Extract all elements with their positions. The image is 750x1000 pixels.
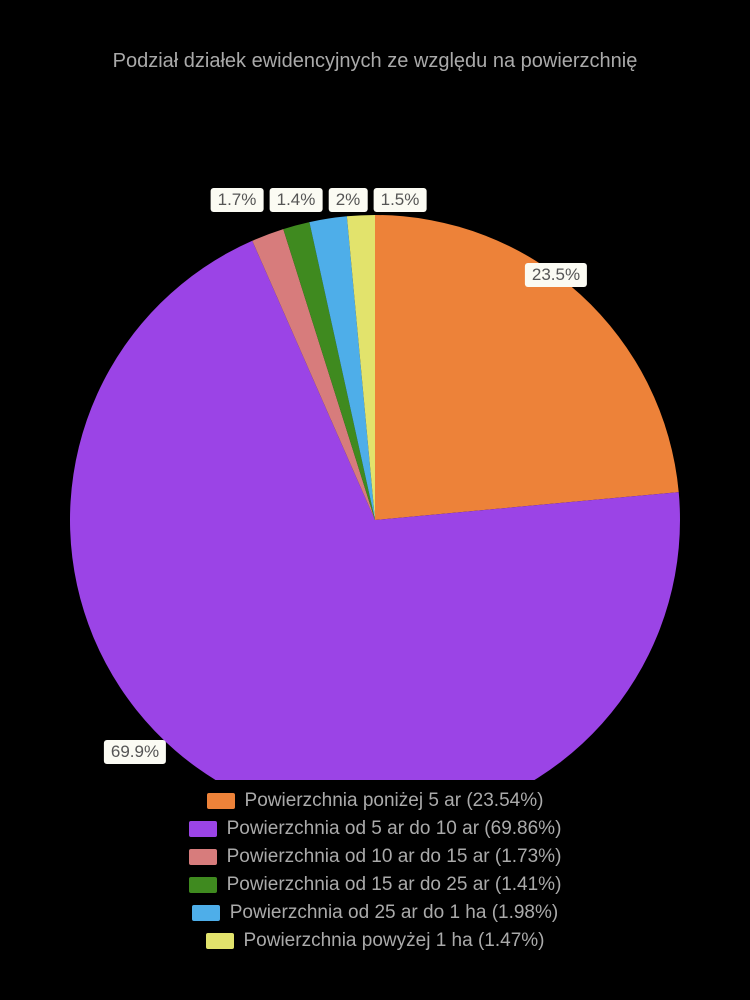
legend-item: Powierzchnia poniżej 5 ar (23.54%) <box>207 790 544 812</box>
legend-item: Powierzchnia od 10 ar do 15 ar (1.73%) <box>189 846 562 868</box>
slice-percent-label: 1.5% <box>374 188 427 212</box>
legend-swatch <box>192 905 220 921</box>
legend: Powierzchnia poniżej 5 ar (23.54%) Powier… <box>0 790 750 952</box>
legend-item: Powierzchnia od 5 ar do 10 ar (69.86%) <box>189 818 562 840</box>
legend-label: Powierzchnia powyżej 1 ha (1.47%) <box>244 930 545 952</box>
pie-slice <box>375 215 679 520</box>
legend-item: Powierzchnia od 15 ar do 25 ar (1.41%) <box>189 874 562 896</box>
slice-percent-label: 2% <box>329 188 368 212</box>
slice-percent-label: 1.4% <box>270 188 323 212</box>
legend-label: Powierzchnia od 5 ar do 10 ar (69.86%) <box>227 818 562 840</box>
slice-percent-label: 23.5% <box>525 263 587 287</box>
legend-item: Powierzchnia powyżej 1 ha (1.47%) <box>206 930 545 952</box>
legend-label: Powierzchnia od 25 ar do 1 ha (1.98%) <box>230 902 558 924</box>
slice-percent-label: 69.9% <box>104 740 166 764</box>
legend-swatch <box>189 821 217 837</box>
legend-label: Powierzchnia poniżej 5 ar (23.54%) <box>245 790 544 812</box>
legend-item: Powierzchnia od 25 ar do 1 ha (1.98%) <box>192 902 558 924</box>
legend-label: Powierzchnia od 10 ar do 15 ar (1.73%) <box>227 846 562 868</box>
legend-swatch <box>189 849 217 865</box>
chart-title: Podział działek ewidencyjnych ze względu… <box>0 50 750 73</box>
legend-swatch <box>207 793 235 809</box>
legend-swatch <box>189 877 217 893</box>
slice-percent-label: 1.7% <box>211 188 264 212</box>
legend-swatch <box>206 933 234 949</box>
legend-label: Powierzchnia od 15 ar do 25 ar (1.41%) <box>227 874 562 896</box>
pie-chart: 23.5% 69.9% 1.7%1.4%2%1.5% <box>0 100 750 780</box>
